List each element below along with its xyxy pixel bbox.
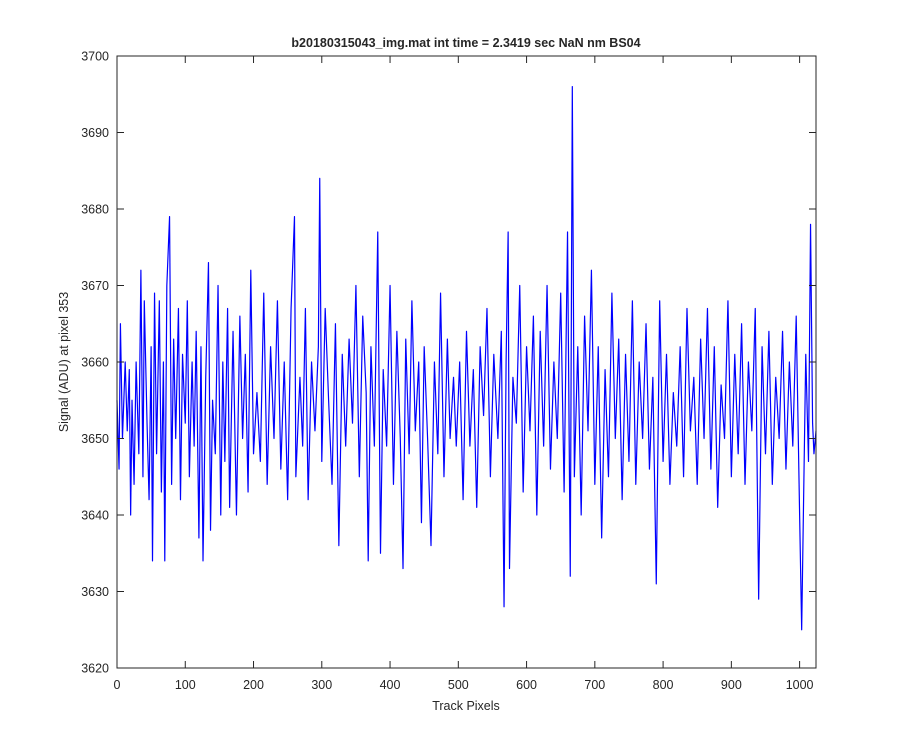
x-tick-label: 700 (584, 678, 605, 692)
plot-area (117, 56, 816, 668)
series-layer (116, 85, 817, 631)
x-tick-label: 300 (311, 678, 332, 692)
y-axis-label: Signal (ADU) at pixel 353 (57, 292, 71, 432)
y-tick-label: 3640 (81, 509, 109, 523)
x-tick-label: 0 (114, 678, 121, 692)
x-tick-label: 400 (380, 678, 401, 692)
y-tick-label: 3650 (81, 432, 109, 446)
x-tick-label: 200 (243, 678, 264, 692)
x-tick-label: 100 (175, 678, 196, 692)
y-tick-label: 3670 (81, 279, 109, 293)
x-tick-label: 500 (448, 678, 469, 692)
x-tick-label: 800 (653, 678, 674, 692)
x-tick-label: 1000 (786, 678, 814, 692)
x-tick-label: 900 (721, 678, 742, 692)
y-tick-label: 3630 (81, 585, 109, 599)
y-axis: 3620 3630 3640 3650 3660 3670 3680 3690 3700 (81, 50, 816, 676)
y-tick-label: 3620 (81, 662, 109, 676)
y-tick-label: 3700 (81, 50, 109, 64)
y-tick-label: 3660 (81, 356, 109, 370)
x-axis-label: Track Pixels (432, 699, 500, 713)
y-tick-label: 3690 (81, 126, 109, 140)
x-tick-label: 600 (516, 678, 537, 692)
series-line-1 (116, 85, 817, 631)
y-tick-label: 3680 (81, 203, 109, 217)
x-axis: 0 100 200 300 400 500 600 700 800 900 1000 (114, 56, 814, 692)
chart-title: b20180315043_img.mat int time = 2.3419 s… (291, 36, 640, 50)
